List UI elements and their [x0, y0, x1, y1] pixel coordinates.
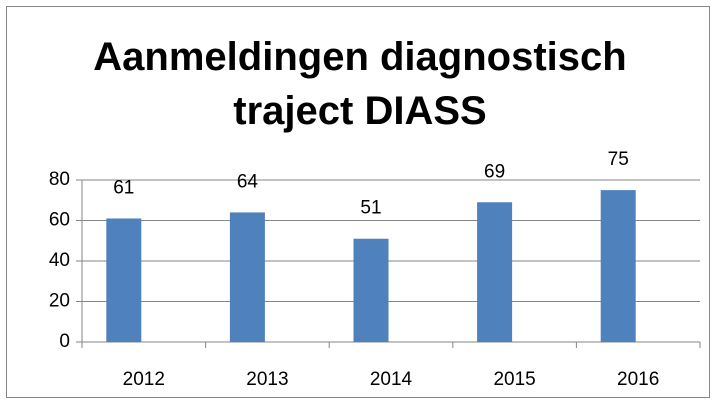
x-tick-label: 2014	[370, 369, 413, 390]
bar	[229, 212, 265, 342]
y-tick-label: 40	[49, 250, 70, 271]
y-tick-label: 60	[49, 210, 70, 231]
bar	[106, 218, 142, 342]
data-label: 75	[608, 149, 629, 170]
bar	[353, 238, 389, 342]
chart-title: Aanmeldingen diagnostisch traject DIASS	[93, 35, 627, 133]
x-tick-label: 2012	[123, 369, 165, 390]
chart-frame	[6, 6, 710, 398]
bar	[477, 202, 513, 342]
x-tick-label: 2016	[617, 369, 659, 390]
bar	[600, 190, 636, 342]
y-tick-label: 80	[49, 169, 70, 190]
data-label: 64	[237, 171, 259, 192]
y-tick-label: 20	[49, 291, 70, 312]
x-tick-label: 2015	[493, 369, 535, 390]
x-tick-label: 2013	[246, 369, 288, 390]
data-label: 51	[360, 198, 381, 219]
data-label: 61	[113, 177, 134, 198]
y-tick-label: 0	[59, 331, 70, 352]
data-label: 69	[484, 161, 505, 182]
